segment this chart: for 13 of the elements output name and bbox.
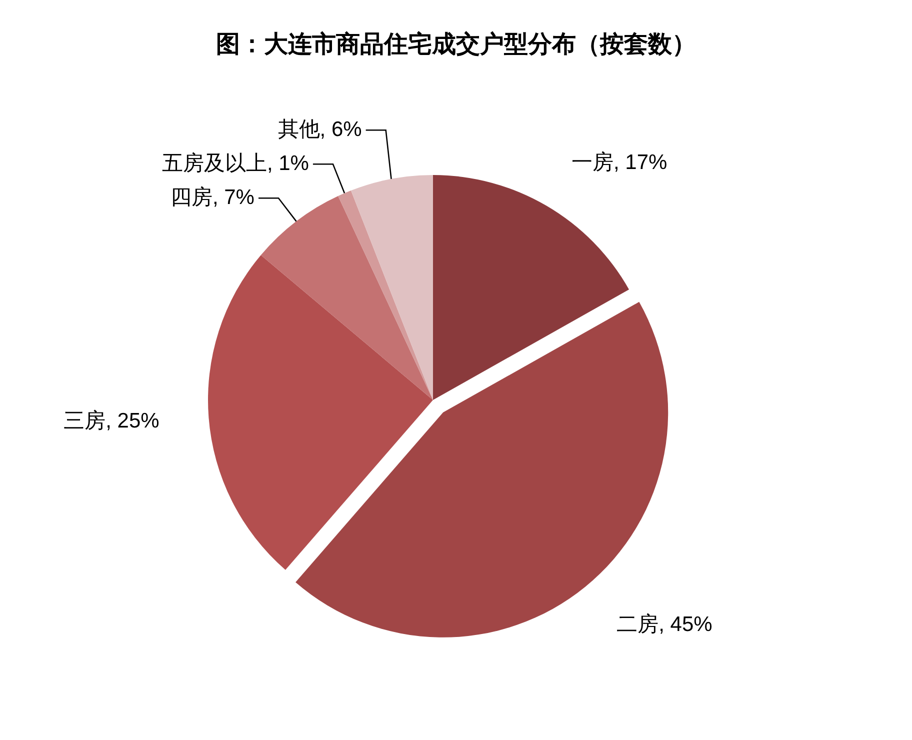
slice-label: 五房及以上 (162, 152, 267, 175)
slice-label: 三房 (64, 408, 106, 432)
slice-label: 其他 (278, 118, 320, 141)
data-label: , 45% (658, 612, 712, 636)
data-label: , 17% (613, 150, 668, 174)
slice-label: 四房 (170, 186, 212, 209)
slice-label: 一房 (571, 150, 614, 174)
data-label: , 1% (266, 152, 309, 175)
data-label: , 25% (106, 408, 160, 432)
chart-title: 图：大连市商品住宅成交户型分布（按套数） (216, 30, 696, 58)
data-label: , 6% (320, 118, 362, 141)
data-label: , 7% (212, 186, 254, 209)
slice-label: 二房 (616, 612, 659, 636)
